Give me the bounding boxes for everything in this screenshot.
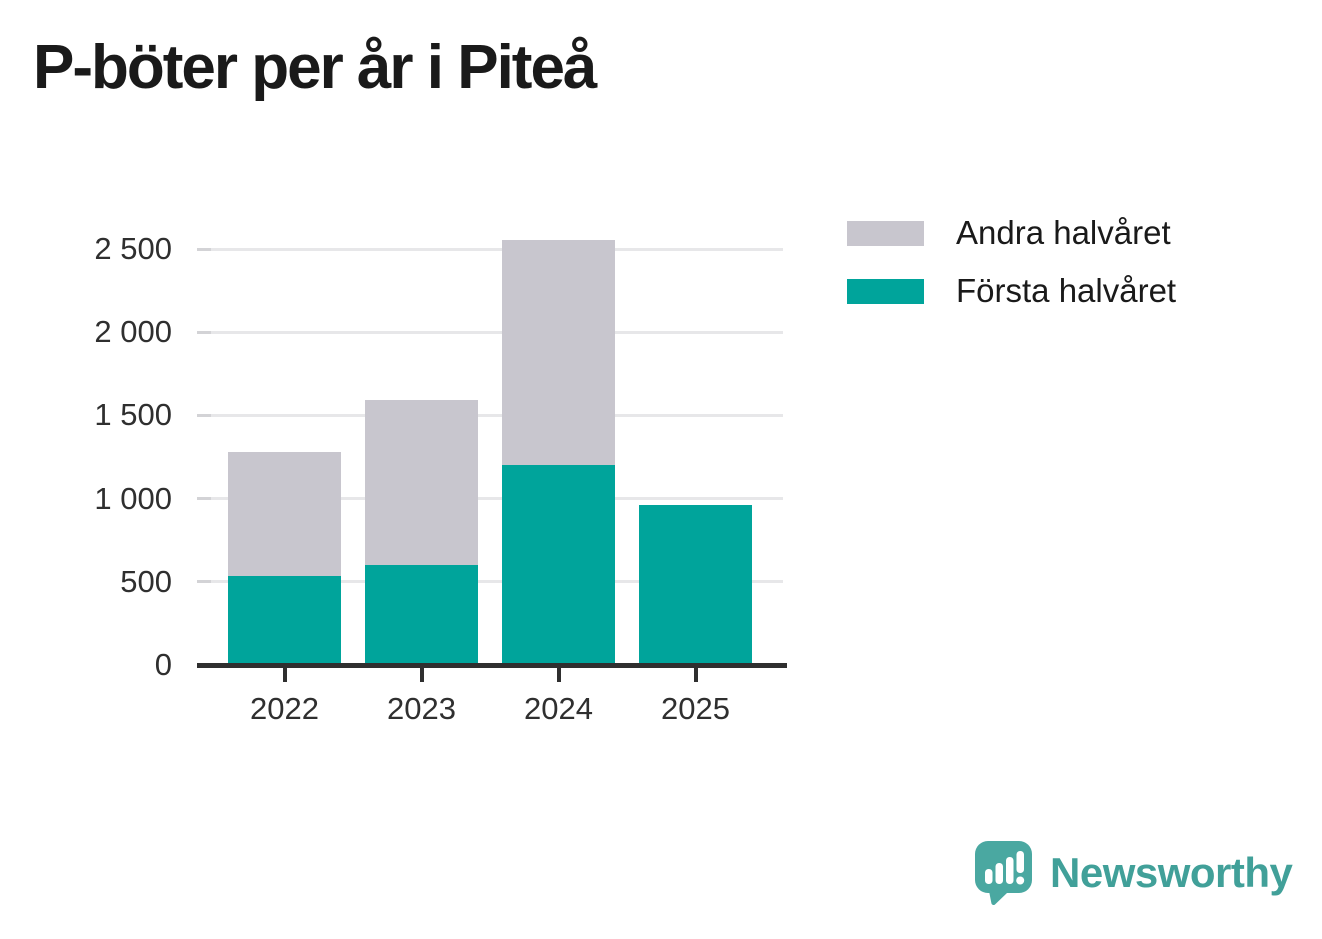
legend-swatch-andra-halvaret	[847, 220, 924, 246]
x-axis-tick	[282, 668, 287, 682]
y-axis-tick	[197, 497, 211, 501]
legend-item-andra-halvaret: Andra halvåret	[847, 210, 1176, 256]
x-axis-tick	[693, 668, 698, 682]
gridline	[197, 413, 783, 417]
y-tick-label: 1 500	[94, 397, 172, 433]
bar-segment-f-rsta-halv-ret-2022	[228, 575, 341, 665]
gridline	[197, 497, 783, 501]
bar-segment-andra-halv-ret-2024	[502, 239, 615, 466]
gridline	[197, 330, 783, 334]
y-tick-label: 500	[120, 563, 172, 599]
y-tick-label: 1 000	[94, 480, 172, 516]
gridline	[197, 247, 783, 251]
x-axis-line	[197, 663, 787, 668]
legend: Andra halvåret Första halvåret	[847, 210, 1176, 314]
bar-segment-f-rsta-halv-ret-2024	[502, 465, 615, 665]
legend-label-forsta-halvaret: Första halvåret	[956, 272, 1177, 309]
y-tick-label: 0	[154, 647, 172, 682]
y-tick-label: 2 500	[94, 231, 172, 266]
bar-segment-f-rsta-halv-ret-2025	[639, 505, 752, 665]
x-axis-tick	[419, 668, 424, 682]
newsworthy-branding: Newsworthy	[975, 841, 1293, 905]
x-axis-tick	[556, 668, 561, 682]
newsworthy-wordmark: Newsworthy	[1050, 849, 1293, 896]
bar-segment-andra-halv-ret-2022	[228, 452, 341, 576]
newsworthy-logo-icon	[975, 841, 1032, 905]
y-axis-tick	[197, 413, 211, 417]
x-tick-label: 2025	[661, 691, 730, 726]
bar-segment-f-rsta-halv-ret-2023	[365, 565, 478, 665]
x-tick-label: 2024	[524, 691, 593, 726]
y-axis-tick	[197, 580, 211, 584]
legend-item-forsta-halvaret: Första halvåret	[847, 268, 1176, 314]
y-axis-tick	[197, 247, 211, 251]
x-tick-label: 2023	[387, 691, 456, 726]
legend-swatch-forsta-halvaret	[847, 278, 924, 304]
y-axis-tick	[197, 330, 211, 334]
y-tick-label: 2 000	[94, 314, 172, 350]
legend-label-andra-halvaret: Andra halvåret	[956, 214, 1171, 251]
gridline	[197, 580, 783, 584]
bar-segment-andra-halv-ret-2023	[365, 399, 478, 566]
page-title: P-böter per år i Piteå	[33, 33, 597, 102]
x-tick-label: 2022	[250, 691, 319, 726]
